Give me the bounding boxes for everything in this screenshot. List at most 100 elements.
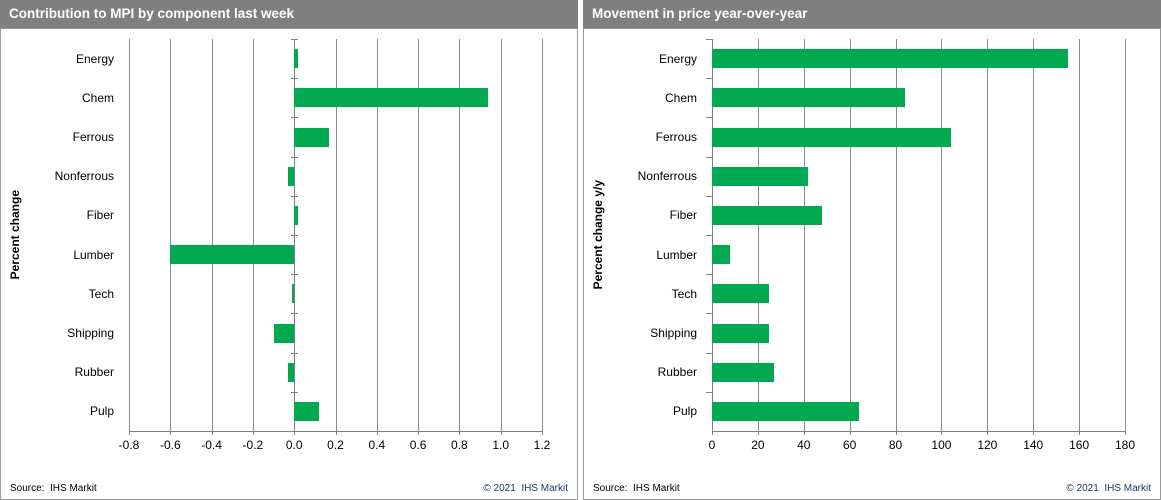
source-text: Source: IHS Markit xyxy=(593,483,680,494)
category-label-lumber: Lumber xyxy=(73,247,114,262)
x-tick-label: 60 xyxy=(842,438,857,452)
x-axis-tickmark xyxy=(294,431,296,435)
category-axis-tick xyxy=(291,39,299,40)
bar-tech xyxy=(712,284,770,304)
gridline xyxy=(757,39,759,431)
bar-chem xyxy=(712,88,905,108)
x-tick-label: 0.4 xyxy=(368,438,386,452)
x-axis-tickmark xyxy=(712,431,713,435)
gridline xyxy=(252,39,254,431)
category-axis-tick xyxy=(706,156,713,158)
x-axis-tickmark xyxy=(987,431,989,435)
category-axis-tick xyxy=(706,195,713,197)
bar-ferrous xyxy=(712,127,951,147)
panel-price-movement: Movement in price year-over-year Percent… xyxy=(583,0,1161,500)
x-tick-label: 0.0 xyxy=(285,438,303,452)
chart-area: Percent change -0.8 -0.6 -0.4 -0.2 0.0 0.2 0.4… xyxy=(0,28,578,500)
bar-shipping xyxy=(273,323,295,343)
category-axis-tick xyxy=(291,391,299,393)
gridline xyxy=(941,39,943,431)
bar-pulp xyxy=(294,401,319,421)
x-tick-label: 1.0 xyxy=(492,438,510,452)
copyright-text: © 2021 IHS Markit xyxy=(483,483,568,494)
bar-fiber xyxy=(712,205,823,225)
category-axis-tick xyxy=(291,117,299,119)
x-axis-tickmark xyxy=(376,431,378,435)
category-axis-tick xyxy=(291,352,299,354)
x-tick-label: 0 xyxy=(708,438,716,452)
x-axis-tickmark xyxy=(941,431,943,435)
x-tick-label: 120 xyxy=(977,438,998,452)
y-axis-title: Percent change y/y xyxy=(591,180,605,290)
gridline xyxy=(987,39,989,431)
bar-energy xyxy=(294,49,299,69)
x-tick-label: 0.2 xyxy=(327,438,344,452)
x-tick-label: 0.6 xyxy=(409,438,427,452)
plot-area: -0.8 -0.6 -0.4 -0.2 0.0 0.2 0.4 0.6 0.8 1.0 1.2 Ene… xyxy=(55,39,550,452)
footer-row: Source: IHS Markit © 2021 IHS Markit xyxy=(10,483,568,494)
category-axis-tick xyxy=(706,391,713,393)
x-tick-label: 80 xyxy=(888,438,903,452)
bar-rubber xyxy=(288,362,295,382)
x-axis-tickmark xyxy=(500,431,502,435)
gridline xyxy=(1079,39,1081,431)
category-axis-tick xyxy=(706,78,713,80)
category-label-energy: Energy xyxy=(75,51,114,66)
bar-nonferrous xyxy=(712,166,809,186)
gridline xyxy=(211,39,213,431)
category-label-tech: Tech xyxy=(671,286,697,301)
bar-tech xyxy=(292,284,295,304)
bar-shipping xyxy=(712,323,770,343)
category-label-rubber: Rubber xyxy=(74,365,114,380)
category-axis-tick xyxy=(291,78,299,80)
category-label-chem: Chem xyxy=(664,90,697,105)
chart-title: Movement in price year-over-year xyxy=(583,0,1161,28)
x-tick-label: 1.2 xyxy=(533,438,551,452)
y-axis-title-wrap: Percent change y/y xyxy=(589,39,607,431)
gridline xyxy=(1033,39,1035,431)
category-axis-tick xyxy=(706,235,713,236)
category-axis-tick xyxy=(291,156,299,158)
x-axis-tickmark xyxy=(1079,431,1081,435)
category-label-nonferrous: Nonferrous xyxy=(54,169,114,184)
x-tick-label: 160 xyxy=(1069,438,1090,452)
gridline xyxy=(803,39,805,431)
category-label-fiber: Fiber xyxy=(669,208,697,223)
gridline xyxy=(1125,39,1126,431)
category-label-shipping: Shipping xyxy=(67,326,114,340)
gridline xyxy=(376,39,378,431)
x-tick-label: 0.8 xyxy=(451,438,468,452)
category-axis-tick xyxy=(291,235,299,236)
category-axis-tick xyxy=(706,39,713,40)
x-axis-tickmark xyxy=(418,431,420,435)
x-axis-tickmark xyxy=(252,431,254,435)
category-label-shipping: Shipping xyxy=(650,326,697,340)
category-label-tech: Tech xyxy=(88,286,114,301)
category-label-fiber: Fiber xyxy=(86,208,114,223)
x-tick-label: 40 xyxy=(797,438,811,452)
gridline xyxy=(500,39,502,431)
category-label-rubber: Rubber xyxy=(657,365,697,380)
gridline xyxy=(459,39,461,431)
bar-lumber xyxy=(170,245,295,265)
x-tick-label: 140 xyxy=(1023,438,1044,452)
category-axis-tick xyxy=(706,274,713,276)
x-axis-tickmark xyxy=(129,431,130,435)
bar-chem xyxy=(294,88,489,108)
gridline xyxy=(335,39,337,431)
y-axis-title: Percent change xyxy=(8,190,22,280)
category-axis-tick xyxy=(291,313,299,315)
x-tick-label: 20 xyxy=(751,438,765,452)
category-axis-tick xyxy=(291,274,299,276)
category-label-energy: Energy xyxy=(658,51,697,66)
x-tick-label: -0.6 xyxy=(159,438,181,452)
plot-area: 0 20 40 60 80 100 120 140 160 180 Energy Chem Ferrou… xyxy=(638,39,1135,452)
copyright-text: © 2021 IHS Markit xyxy=(1066,483,1151,494)
chart-area: Percent change y/y 0 20 40 60 80 100 120 140 160… xyxy=(583,28,1161,500)
category-axis-tick xyxy=(706,117,713,119)
category-axis-tick xyxy=(706,352,713,354)
category-label-ferrous: Ferrous xyxy=(72,130,114,144)
source-text: Source: IHS Markit xyxy=(10,483,97,494)
gridline xyxy=(849,39,851,431)
x-axis-tickmark xyxy=(757,431,759,435)
